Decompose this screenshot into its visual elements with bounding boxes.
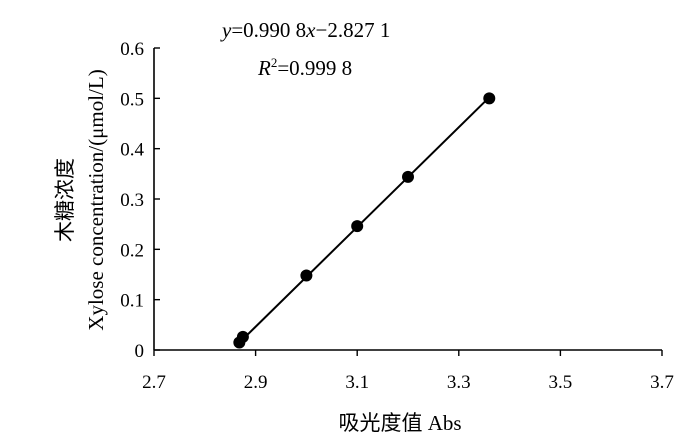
- data-point: [236, 330, 249, 343]
- equation-x-var: x: [305, 18, 316, 42]
- x-tick-label: 3.3: [447, 372, 471, 393]
- r-var: R: [257, 56, 271, 80]
- y-tick-label: 0.4: [120, 140, 144, 161]
- r-squared: R2=0.999 8: [257, 55, 352, 80]
- data-point: [300, 269, 313, 282]
- y-tick-label: 0: [135, 341, 145, 362]
- data-point: [351, 220, 364, 233]
- data-points: [233, 92, 496, 349]
- data-point: [483, 92, 496, 105]
- regression-equation: y=0.990 8x−2.827 1: [220, 18, 390, 42]
- x-tick-label: 3.1: [345, 372, 369, 393]
- x-tick-label: 3.7: [650, 372, 674, 393]
- tick-labels: 0 0.1 0.2 0.3 0.4 0.5 0.6 2.7 2.9 3.1 3.3 3.5 3.7: [120, 39, 674, 393]
- x-tick-label: 2.9: [244, 372, 268, 393]
- y-tick-label: 0.3: [120, 190, 144, 211]
- equation-mid: =0.990 8: [231, 18, 306, 42]
- y-tick-label: 0.2: [120, 240, 144, 261]
- axes: [153, 48, 662, 351]
- equation-tail: −2.827 1: [316, 18, 391, 42]
- x-axis-title: 吸光度值 Abs: [338, 411, 461, 435]
- data-point: [402, 170, 414, 183]
- r-value: =0.999 8: [277, 56, 352, 80]
- y-axis-title-en: Xylose concentration/(μmol/L): [84, 69, 108, 330]
- x-tick-label: 2.7: [142, 372, 166, 393]
- r-superscript: 2: [271, 55, 278, 70]
- equation-y-var: y: [220, 18, 232, 42]
- tick-marks: [153, 47, 663, 356]
- y-tick-label: 0.5: [120, 89, 144, 110]
- y-tick-label: 0.1: [120, 291, 144, 312]
- y-axis-title-cn: 木糖浓度: [53, 158, 77, 242]
- regression-line: [238, 96, 490, 344]
- regression-line-group: [238, 96, 490, 344]
- x-tick-label: 3.5: [549, 372, 573, 393]
- y-tick-label: 0.6: [120, 39, 144, 60]
